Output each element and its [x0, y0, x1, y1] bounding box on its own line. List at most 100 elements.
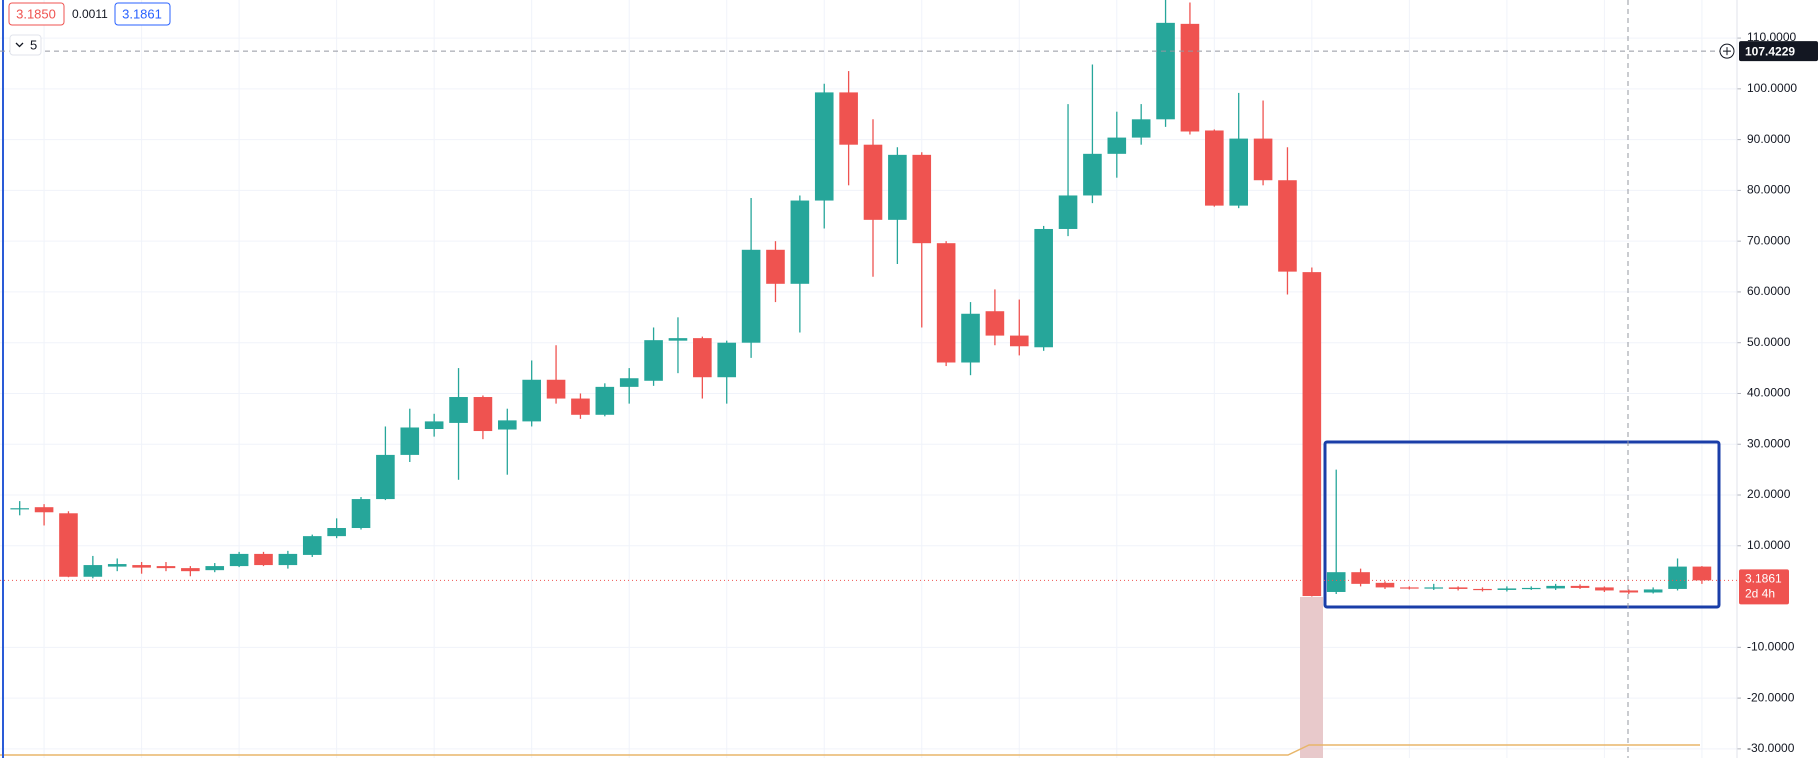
candle-body — [741, 249, 761, 343]
candle-body — [888, 154, 907, 220]
candle-body — [1205, 130, 1224, 206]
candle-body — [1521, 587, 1541, 590]
candle-body — [1400, 587, 1419, 589]
y-tick-label: 110.0000 — [1747, 30, 1796, 44]
candle-body — [302, 536, 322, 555]
candle-body — [1424, 587, 1444, 589]
add-icon-plus — [1723, 47, 1731, 56]
candle-body — [10, 508, 29, 510]
header: 3.1850 0.0011 3.1861 5 — [8, 2, 171, 56]
candle-body — [83, 565, 103, 577]
y-tick-label: 70.0000 — [1747, 233, 1791, 247]
candle-body — [1326, 572, 1346, 592]
candle-body — [1131, 119, 1151, 138]
candle-body — [107, 564, 127, 567]
candle-body — [1107, 137, 1127, 154]
candle-body — [912, 154, 932, 244]
annotation-box — [1323, 440, 1721, 609]
crosshair-label-bg — [1739, 41, 1818, 62]
candle-body — [693, 338, 712, 378]
interval-label: 5 — [30, 37, 37, 52]
candle-body — [1156, 22, 1175, 120]
candle-body — [863, 144, 883, 220]
y-tick-label: 20.0000 — [1747, 487, 1791, 501]
candle-body — [1229, 138, 1248, 206]
candle-body — [1546, 585, 1565, 589]
y-tick-label: 80.0000 — [1747, 183, 1791, 197]
candle-body — [205, 566, 225, 571]
crosshair-label: 107.4229 — [1745, 44, 1795, 58]
candle-body — [1668, 566, 1687, 589]
candle-body — [717, 342, 737, 378]
candle-body — [1595, 587, 1614, 591]
candle-body — [1692, 566, 1712, 581]
header-box — [8, 2, 65, 26]
candle-body — [766, 249, 785, 284]
indicator-line — [0, 744, 1700, 756]
candle-body — [644, 340, 663, 381]
countdown-label: 2d 4h — [1745, 587, 1775, 601]
candle-body — [351, 499, 371, 529]
header-value: 3.1861 — [122, 6, 162, 21]
candle-body — [522, 379, 541, 422]
candle-body — [1034, 228, 1053, 348]
candle-body — [34, 507, 54, 513]
candle-body — [1083, 153, 1102, 196]
candle-body — [1058, 195, 1078, 229]
candle-body — [936, 243, 956, 363]
candle-body — [1473, 588, 1492, 591]
candle-body — [839, 92, 858, 145]
candle-body — [1302, 272, 1322, 597]
candle-body — [1351, 572, 1370, 584]
candle-body — [132, 565, 151, 568]
candle-body — [1619, 590, 1639, 593]
y-tick-label: 100.0000 — [1747, 81, 1797, 95]
header-value: 3.1850 — [16, 6, 56, 21]
candle-body — [814, 92, 834, 201]
candle-body — [278, 553, 298, 566]
y-tick-label: 40.0000 — [1747, 386, 1791, 400]
y-tick-label: -30.0000 — [1747, 741, 1795, 755]
last-price-bg — [1739, 569, 1789, 605]
candle-body — [1497, 588, 1517, 590]
candle-body — [546, 379, 566, 399]
candle-body — [1180, 23, 1200, 132]
gap-shade — [1300, 597, 1323, 758]
candle-body — [181, 568, 200, 572]
chevron-icon — [15, 42, 24, 48]
candle-body — [473, 397, 493, 432]
y-tick-label: 50.0000 — [1747, 335, 1791, 349]
candles — [10, 0, 1712, 597]
candle-body — [1448, 587, 1468, 589]
candle-body — [668, 338, 688, 341]
candle-body — [619, 378, 639, 387]
y-tick-label: 90.0000 — [1747, 132, 1791, 146]
header-value: 0.0011 — [72, 7, 108, 21]
y-tick-label: 10.0000 — [1747, 538, 1791, 552]
y-tick-label: -10.0000 — [1747, 639, 1795, 653]
candle-body — [59, 513, 78, 577]
candle-body — [1375, 582, 1395, 588]
last-price-label: 3.1861 — [1745, 572, 1782, 586]
candle-body — [1570, 585, 1590, 588]
candle-body — [1253, 138, 1273, 181]
candle-body — [790, 200, 810, 284]
candle-body — [400, 427, 420, 455]
candle-body — [571, 398, 590, 415]
candle-body — [1643, 589, 1663, 593]
candle-body — [376, 454, 395, 500]
interval-button[interactable] — [9, 34, 42, 56]
candle-body — [1278, 180, 1297, 272]
candle-body — [156, 566, 176, 569]
candle-body — [1009, 335, 1029, 347]
candle-body — [254, 553, 273, 566]
candle-body — [498, 420, 517, 430]
header-box — [114, 2, 171, 26]
y-tick-label: 30.0000 — [1747, 436, 1791, 450]
candle-body — [229, 553, 249, 567]
y-tick-label: 60.0000 — [1747, 284, 1791, 298]
candle-body — [327, 528, 346, 537]
